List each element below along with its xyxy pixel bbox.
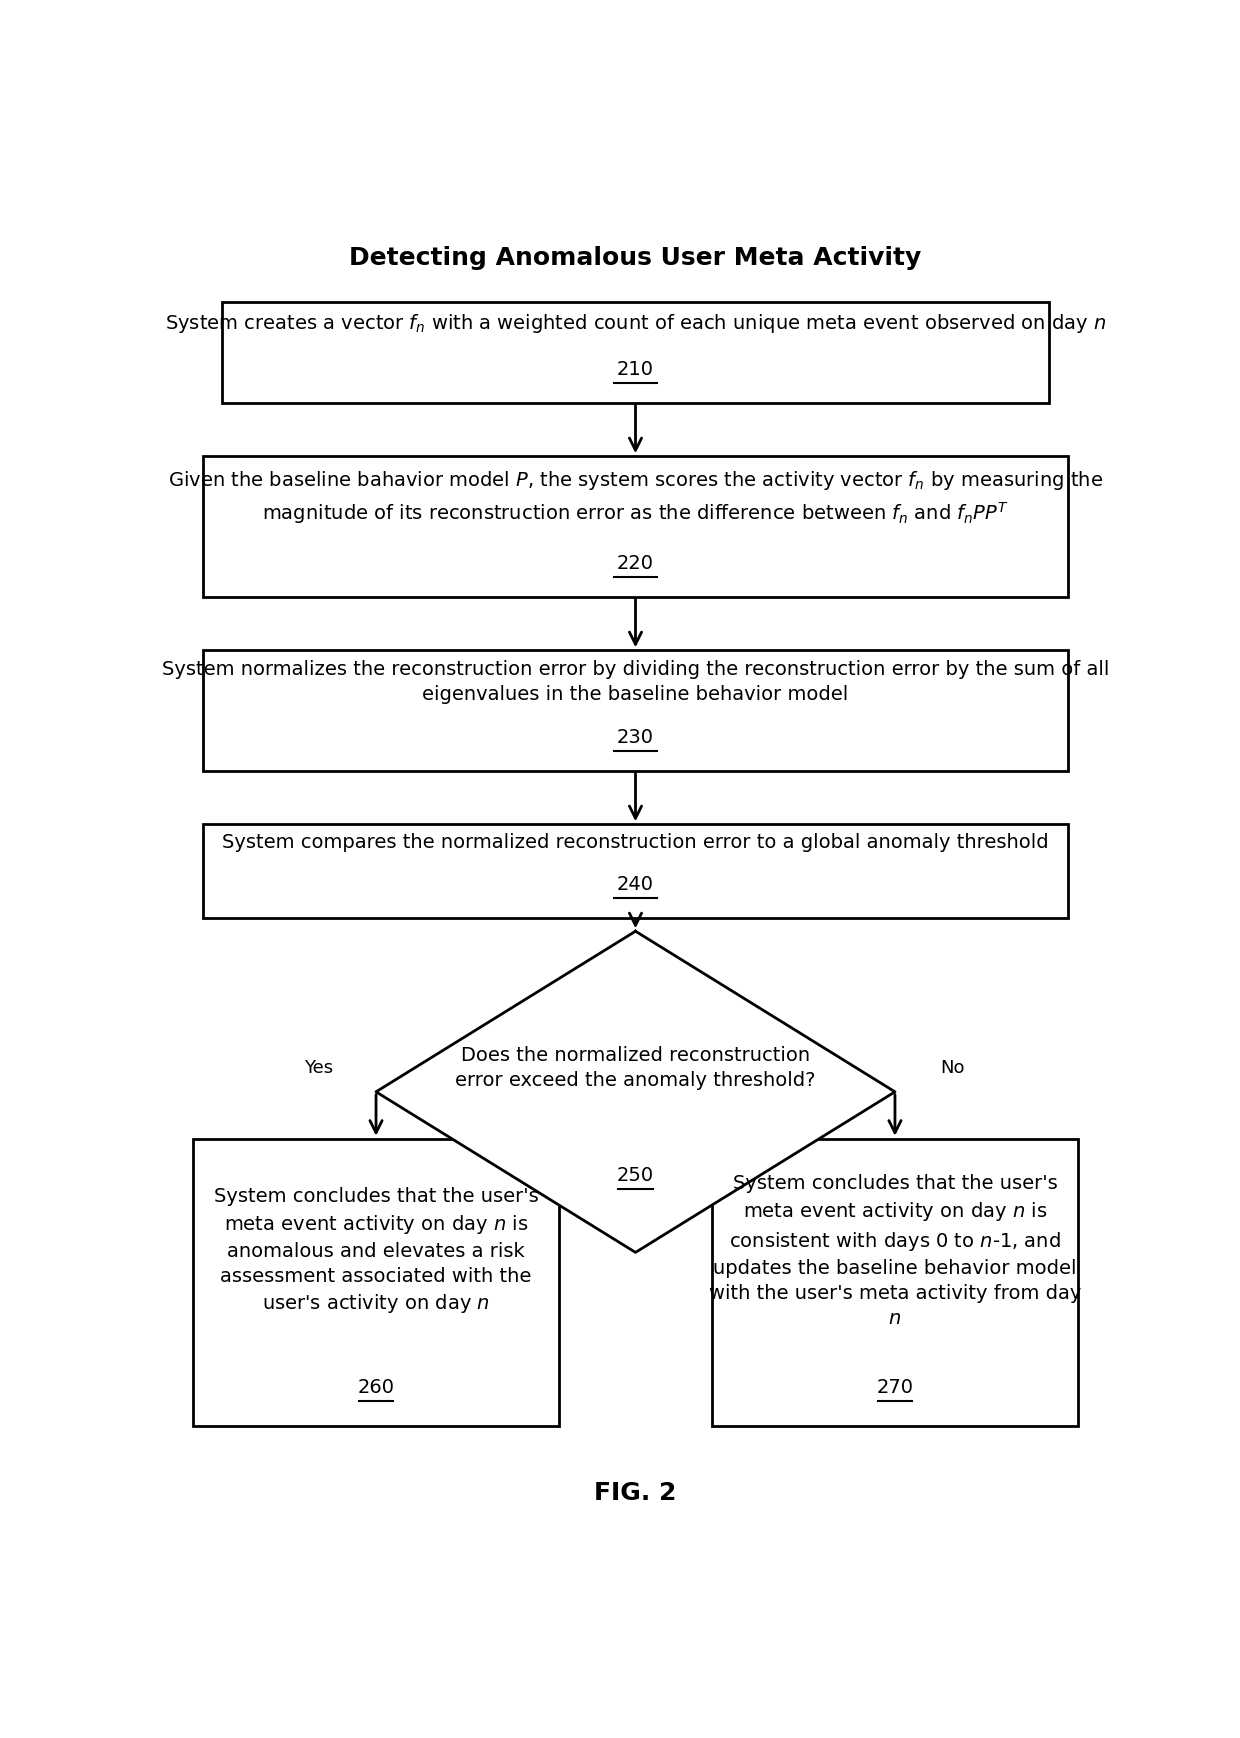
- Text: 260: 260: [357, 1378, 394, 1397]
- Text: System compares the normalized reconstruction error to a global anomaly threshol: System compares the normalized reconstru…: [222, 833, 1049, 852]
- Text: Yes: Yes: [304, 1058, 332, 1078]
- Text: Does the normalized reconstruction
error exceed the anomaly threshold?: Does the normalized reconstruction error…: [455, 1046, 816, 1090]
- Text: Given the baseline bahavior model $P$, the system scores the activity vector $f_: Given the baseline bahavior model $P$, t…: [167, 469, 1104, 527]
- Text: No: No: [940, 1058, 965, 1078]
- Text: 210: 210: [618, 360, 653, 379]
- Text: 240: 240: [618, 874, 653, 893]
- Text: 230: 230: [618, 728, 653, 747]
- Bar: [203, 455, 1068, 596]
- Text: 220: 220: [618, 554, 653, 572]
- Bar: [203, 650, 1068, 770]
- Polygon shape: [376, 932, 895, 1253]
- Bar: [712, 1138, 1078, 1427]
- Text: System concludes that the user's
meta event activity on day $n$ is
anomalous and: System concludes that the user's meta ev…: [213, 1187, 538, 1316]
- Text: 250: 250: [618, 1166, 653, 1185]
- Text: System creates a vector $f_n$ with a weighted count of each unique meta event ob: System creates a vector $f_n$ with a wei…: [165, 313, 1106, 335]
- Text: System concludes that the user's
meta event activity on day $n$ is
consistent wi: System concludes that the user's meta ev…: [709, 1175, 1081, 1328]
- Bar: [203, 824, 1068, 918]
- Text: Detecting Anomalous User Meta Activity: Detecting Anomalous User Meta Activity: [350, 247, 921, 269]
- Text: 270: 270: [877, 1378, 914, 1397]
- Bar: [222, 302, 1049, 403]
- Bar: [193, 1138, 558, 1427]
- Text: System normalizes the reconstruction error by dividing the reconstruction error : System normalizes the reconstruction err…: [161, 660, 1110, 704]
- Text: FIG. 2: FIG. 2: [594, 1481, 677, 1505]
